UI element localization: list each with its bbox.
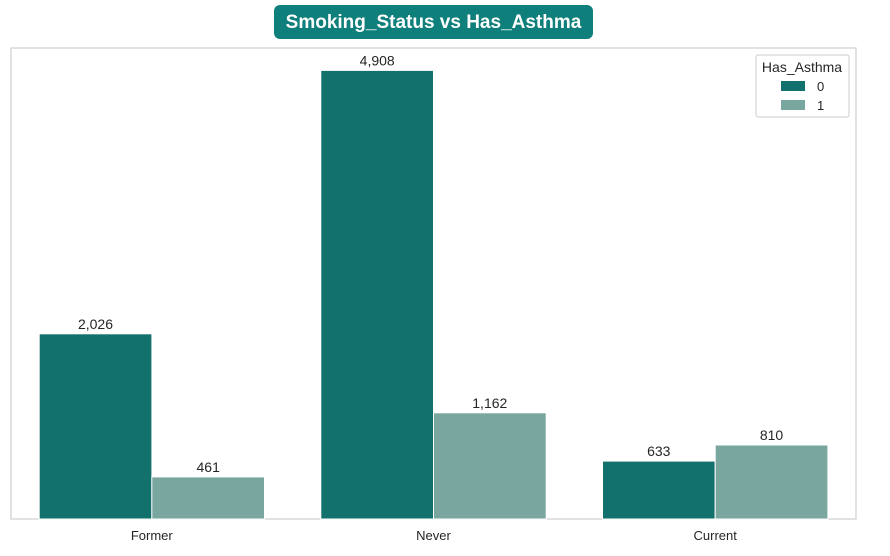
bar-value-label: 2,026 [78, 316, 113, 332]
bar-never-asthma-0 [320, 69, 434, 520]
legend-swatch-0 [781, 81, 805, 91]
legend: Has_Asthma 01 [755, 54, 850, 118]
bar-value-label: 1,162 [472, 395, 507, 411]
chart-title-background [274, 5, 593, 39]
bar-former-asthma-0 [38, 333, 153, 520]
bar-current-asthma-0 [602, 460, 716, 520]
x-tick-labels-group: Former Never Current [131, 528, 737, 543]
chart-title: Smoking_Status vs Has_Asthma [286, 12, 582, 33]
bar-value-label: 633 [647, 443, 671, 459]
bars-group [38, 69, 829, 520]
bar-never-asthma-1 [433, 412, 547, 520]
bar-current-asthma-1 [714, 444, 829, 520]
bar-value-label: 461 [197, 459, 221, 475]
bar-former-asthma-1 [151, 476, 265, 520]
bar-value-label: 4,908 [360, 52, 395, 68]
x-tick-label-former: Former [131, 528, 174, 543]
legend-swatch-1 [781, 100, 805, 110]
bar-value-label: 810 [760, 427, 784, 443]
legend-label-0: 0 [817, 79, 824, 94]
x-tick-label-never: Never [416, 528, 451, 543]
x-tick-label-current: Current [694, 528, 738, 543]
legend-title: Has_Asthma [762, 59, 842, 75]
bar-labels-group: 2,026 461 4,908 1,162 633 810 [78, 52, 784, 475]
legend-items: 01 [781, 79, 824, 113]
legend-label-1: 1 [817, 98, 824, 113]
